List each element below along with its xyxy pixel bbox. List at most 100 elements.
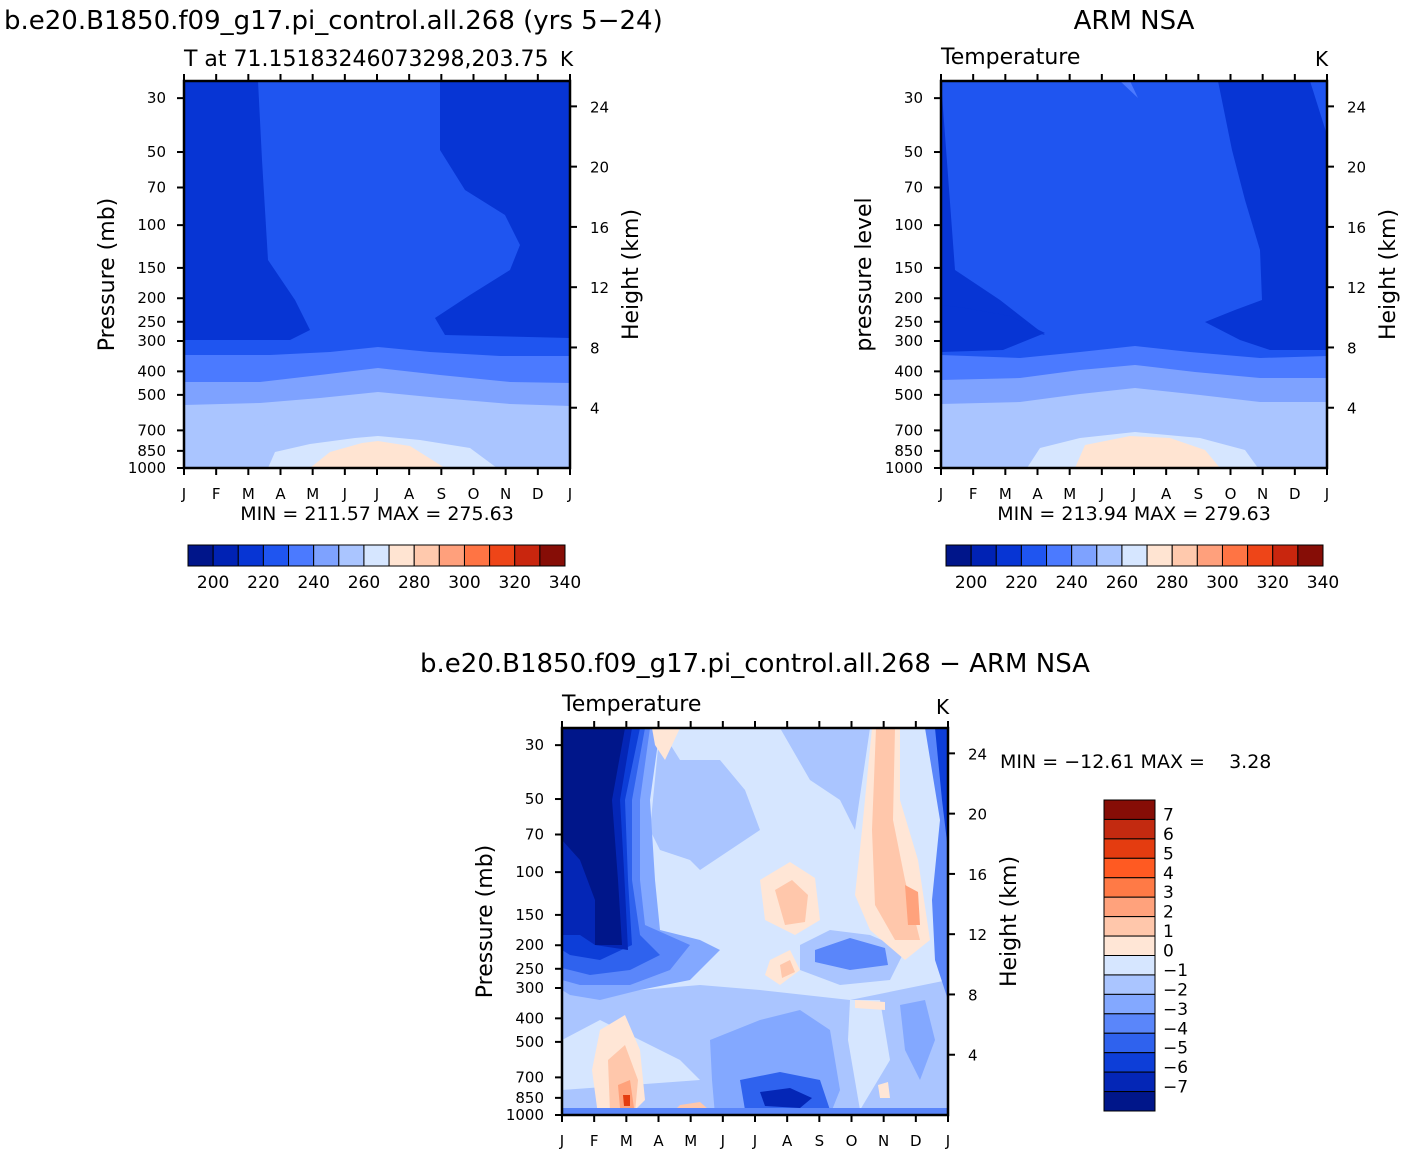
colorbar-swatch (1103, 1091, 1156, 1112)
panel-difference: b.e20.B1850.f09_g17.pi_control.all.268 −… (420, 649, 1271, 1150)
colorbar-swatch (945, 544, 972, 567)
contour-fill (435, 81, 570, 338)
height-tick-label: 20 (968, 806, 987, 824)
month-tick-label: J (342, 485, 347, 503)
colorbar-label: 200 (955, 573, 987, 593)
height-axis-label: Height (km) (619, 209, 644, 340)
pressure-tick-label: 300 (515, 979, 544, 997)
pressure-tick-label: 850 (515, 1089, 544, 1107)
month-tick-label: A (782, 1132, 793, 1150)
month-tick-label: A (653, 1132, 664, 1150)
contour-fill (1310, 81, 1327, 135)
pressure-tick-label: 30 (147, 89, 166, 107)
colorbar-swatch (1103, 1071, 1156, 1093)
month-tick-label: O (846, 1132, 858, 1150)
contour-fill (760, 1088, 812, 1108)
contour-fill (1205, 81, 1327, 350)
contour-fill (775, 880, 808, 925)
colorbar-swatch (1103, 857, 1156, 879)
colorbar-swatch (995, 544, 1022, 567)
colorbar-swatch (1272, 544, 1299, 567)
contour-fill (184, 81, 310, 340)
pressure-tick-label: 700 (894, 421, 923, 439)
colorbar-label: −6 (1163, 1058, 1188, 1078)
colorbar-label: 5 (1163, 844, 1174, 864)
colorbar-swatch (1071, 544, 1098, 567)
colorbar-swatch (262, 544, 290, 567)
pressure-tick-label: 200 (137, 289, 166, 307)
month-tick-label: A (404, 485, 415, 503)
right-colorbar: 200 220 240 260 280 300 320 340 (945, 544, 1339, 593)
contour-fill (855, 1000, 885, 1010)
left-main-title: b.e20.B1850.f09_g17.pi_control.all.268 (… (4, 6, 663, 36)
colorbar-label: 1 (1163, 922, 1174, 942)
colorbar-label: 7 (1163, 805, 1174, 825)
month-tick-label: J (752, 1132, 757, 1150)
left-colorbar: 200 220 240 260 280 300 320 340 (187, 544, 581, 593)
month-tick-label: J (1099, 485, 1104, 503)
bottom-subtitle: Temperature (561, 692, 701, 717)
right-contours (941, 81, 1327, 468)
right-units: K (1315, 47, 1329, 71)
pressure-tick-label: 200 (515, 936, 544, 954)
pressure-tick-label: 850 (137, 442, 166, 460)
colorbar-swatch (1146, 544, 1173, 567)
contour-fill (941, 305, 1045, 352)
panel-model: b.e20.B1850.f09_g17.pi_control.all.268 (… (4, 6, 663, 593)
colorbar-label: 280 (1156, 573, 1188, 593)
colorbar-label: 220 (247, 573, 279, 593)
pressure-tick-label: 50 (525, 790, 544, 808)
height-tick-label: 12 (968, 926, 987, 944)
height-tick-label: 8 (590, 339, 600, 357)
colorbar-label: 320 (1257, 573, 1289, 593)
month-tick-label: S (815, 1132, 825, 1150)
colorbar-swatch (187, 544, 214, 567)
pressure-tick-label: 30 (525, 736, 544, 754)
pressure-tick-label: 1000 (128, 459, 166, 477)
colorbar-label: 0 (1163, 942, 1174, 962)
colorbar-swatch (539, 544, 566, 567)
month-tick-label: F (212, 485, 221, 503)
colorbar-label: −1 (1163, 961, 1188, 981)
contour-fill (780, 960, 795, 978)
month-tick-label: O (468, 485, 480, 503)
month-tick-label: J (1131, 485, 1136, 503)
pressure-tick-label: 250 (894, 313, 923, 331)
contour-fill (848, 1000, 890, 1110)
pressure-tick-label: 850 (894, 442, 923, 460)
colorbar-swatch (1103, 896, 1156, 918)
colorbar-label: 260 (1106, 573, 1138, 593)
colorbar-swatch (1103, 974, 1156, 995)
pressure-tick-label: 250 (137, 313, 166, 331)
month-tick-label: J (945, 1132, 950, 1150)
colorbar-label: 240 (1055, 573, 1087, 593)
pressure-tick-label: 150 (515, 906, 544, 924)
colorbar-label: 3 (1163, 883, 1174, 903)
bottom-min-max: MIN = −12.61 MAX = 3.28 (1000, 751, 1271, 773)
colorbar-swatch (1103, 838, 1156, 859)
colorbar-swatch (1103, 1032, 1156, 1054)
month-tick-label: J (567, 485, 572, 503)
month-tick-label: J (374, 485, 379, 503)
month-tick-label: J (559, 1132, 564, 1150)
pressure-tick-label: 500 (894, 386, 923, 404)
colorbar-swatch (1171, 544, 1198, 567)
contour-fill (905, 885, 920, 925)
pressure-axis-label: pressure level (852, 197, 877, 351)
contour-fill (872, 728, 920, 940)
colorbar-label: −4 (1163, 1019, 1188, 1039)
colorbar-swatch (438, 544, 465, 567)
colorbar-label: 240 (297, 573, 329, 593)
pressure-tick-label: 250 (515, 960, 544, 978)
pressure-tick-label: 50 (904, 143, 923, 161)
colorbar-swatch (237, 544, 264, 567)
contour-fill (878, 1082, 890, 1098)
colorbar-label: 260 (348, 573, 380, 593)
month-tick-label: S (1194, 485, 1204, 503)
bottom-main-title: b.e20.B1850.f09_g17.pi_control.all.268 −… (420, 649, 1090, 679)
pressure-axis-label: Pressure (mb) (95, 198, 120, 352)
colorbar-swatch (1103, 818, 1156, 840)
colorbar-swatch (1103, 799, 1156, 820)
pressure-tick-label: 100 (515, 863, 544, 881)
month-tick-label: M (306, 485, 319, 503)
